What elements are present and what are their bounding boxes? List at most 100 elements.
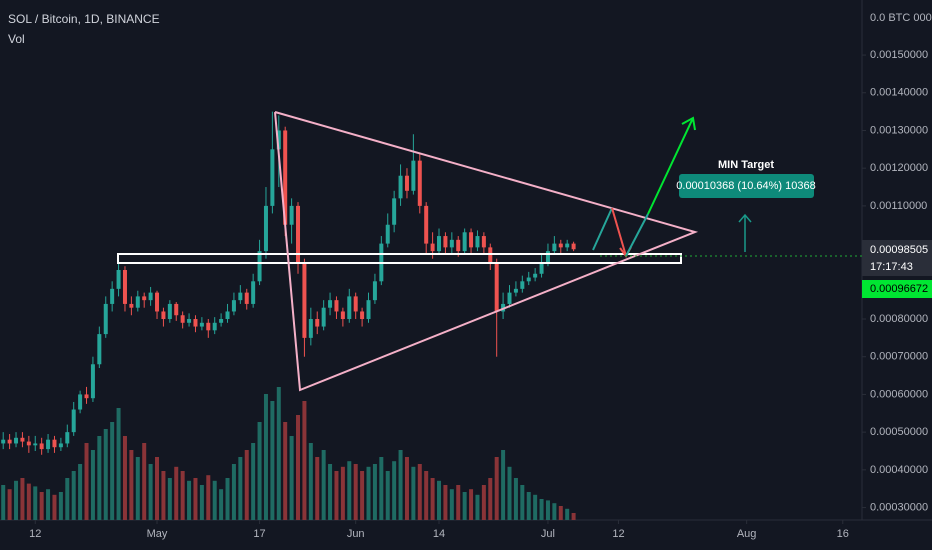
volume-bar xyxy=(456,485,461,520)
candle-body xyxy=(33,443,38,446)
volume-layer xyxy=(1,387,576,520)
volume-bar xyxy=(58,492,63,520)
candle-body xyxy=(110,288,115,304)
volume-bar xyxy=(52,494,57,520)
candle-body xyxy=(571,243,576,250)
candle-body xyxy=(180,315,185,323)
candle-body xyxy=(161,311,166,320)
y-tick-label: 0.00140000 xyxy=(870,87,928,99)
top-axis-label: 0.0 BTC 000 xyxy=(870,12,932,24)
candle-body xyxy=(449,239,454,248)
candle-body xyxy=(424,205,429,244)
volume-bar xyxy=(449,489,454,520)
volume-bar xyxy=(533,494,538,520)
candle-body xyxy=(244,292,249,304)
volume-bar xyxy=(366,466,371,520)
volume-bar xyxy=(545,500,550,520)
candle-body xyxy=(334,300,339,312)
volume-bar xyxy=(501,450,506,520)
candle-body xyxy=(308,319,313,338)
candle-body xyxy=(469,232,474,248)
candle-body xyxy=(462,232,467,252)
volume-bar xyxy=(263,394,268,520)
candle-body xyxy=(52,439,57,448)
candle-body xyxy=(46,439,51,450)
candle-body xyxy=(328,300,333,308)
volume-bar xyxy=(174,466,179,520)
y-tick-label: 0.00070000 xyxy=(870,351,928,363)
candle-body xyxy=(142,296,147,301)
volume-bar xyxy=(539,499,544,520)
volume-bar xyxy=(129,450,134,520)
y-tick-label: 0.00150000 xyxy=(870,49,928,61)
candle-body xyxy=(526,277,531,282)
candle-body xyxy=(456,239,461,252)
volume-bar xyxy=(212,480,217,520)
volume-bar xyxy=(526,492,531,520)
volume-bar xyxy=(520,485,525,520)
candle-body xyxy=(340,311,345,320)
candle-body xyxy=(155,292,160,312)
candle-body xyxy=(430,243,435,252)
last-price-box xyxy=(862,240,932,276)
candle-body xyxy=(353,296,358,312)
candle-body xyxy=(520,281,525,289)
volume-bar xyxy=(437,480,442,520)
candle-body xyxy=(7,439,12,444)
y-tick-label: 0.00120000 xyxy=(870,162,928,174)
candle-body xyxy=(122,269,127,304)
volume-bar xyxy=(20,478,25,520)
candle-body xyxy=(321,307,326,327)
volume-bar xyxy=(411,466,416,520)
candle-body xyxy=(206,322,211,331)
x-tick-label: 16 xyxy=(837,528,849,540)
volume-bar xyxy=(231,464,236,520)
volume-bar xyxy=(78,464,83,520)
volume-bar xyxy=(257,422,262,520)
volume-bar xyxy=(97,436,102,520)
candle-body xyxy=(58,443,63,448)
volume-bar xyxy=(155,457,160,520)
candle-body xyxy=(539,262,544,274)
volume-bar xyxy=(302,401,307,520)
candle-body xyxy=(513,288,518,293)
candle-body xyxy=(84,394,89,399)
marker-price-box xyxy=(862,280,932,298)
volume-bar xyxy=(424,471,429,520)
volume-bar xyxy=(199,485,204,520)
candle-body xyxy=(494,262,499,312)
volume-bar xyxy=(219,489,224,520)
volume-bar xyxy=(142,443,147,520)
volume-bar xyxy=(379,457,384,520)
x-tick-label: May xyxy=(147,528,168,540)
volume-bar xyxy=(270,401,275,520)
volume-bar xyxy=(392,461,397,520)
candle-body xyxy=(270,149,275,206)
volume-bar xyxy=(571,513,576,520)
candle-body xyxy=(26,441,31,446)
volume-bar xyxy=(296,415,301,520)
volume-bar xyxy=(347,461,352,520)
volume-bar xyxy=(7,489,12,520)
path-up xyxy=(592,207,613,251)
volume-bar xyxy=(475,494,480,520)
x-tick-label: 14 xyxy=(433,528,445,540)
drawings xyxy=(117,111,862,392)
volume-bar xyxy=(494,457,499,520)
candle-body xyxy=(231,300,236,312)
path-up xyxy=(625,213,649,257)
candle-body xyxy=(116,269,121,289)
volume-bar xyxy=(558,506,563,520)
x-tick-label: 12 xyxy=(29,528,41,540)
candle-body xyxy=(174,303,179,316)
x-tick-label: Aug xyxy=(737,528,757,540)
volume-bar xyxy=(225,478,230,520)
candle-body xyxy=(257,251,262,282)
y-tick-label: 0.00130000 xyxy=(870,124,928,136)
volume-bar xyxy=(180,471,185,520)
candle-body xyxy=(443,236,448,248)
volume-bar xyxy=(469,489,474,520)
candle-body xyxy=(212,322,217,331)
x-tick-label: 12 xyxy=(612,528,624,540)
volume-bar xyxy=(565,508,570,520)
